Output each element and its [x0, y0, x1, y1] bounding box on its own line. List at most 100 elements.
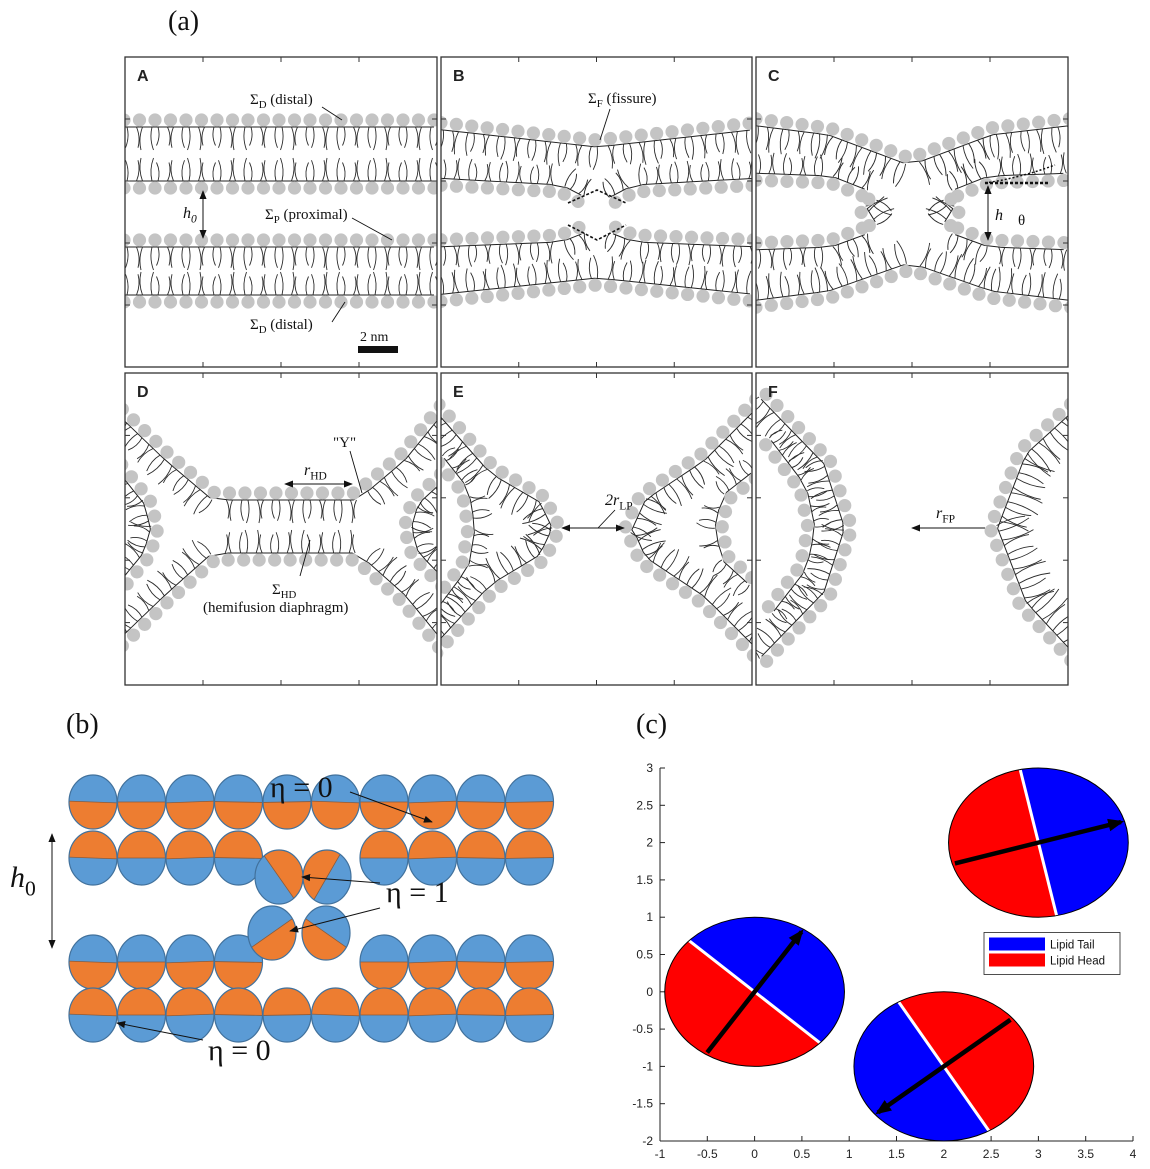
lipid-head: [393, 593, 406, 606]
lipid-head: [814, 599, 827, 612]
lipid-head: [450, 293, 463, 306]
lipid-head: [210, 113, 223, 126]
lipid-head: [411, 488, 424, 501]
lipid-head: [543, 544, 556, 557]
lipid-head: [241, 181, 254, 194]
lipid-head: [650, 127, 663, 140]
lipid-head: [412, 113, 425, 126]
label-part: (hemifusion diaphragm): [203, 600, 348, 616]
lipid-head: [795, 295, 808, 308]
lipid-head: [715, 181, 728, 194]
lipid-head: [914, 267, 927, 280]
lipid-head: [724, 491, 737, 504]
lipid-head: [330, 553, 343, 566]
label-part: Σ: [250, 92, 259, 108]
y-tick-label: 1: [646, 910, 653, 924]
lipid-head: [944, 219, 957, 232]
lipid-head: [365, 181, 378, 194]
lipid-head: [993, 495, 1006, 508]
lipid-head: [496, 288, 509, 301]
lipid-head: [543, 229, 556, 242]
lipid-head: [135, 482, 148, 495]
lipid-head: [604, 132, 617, 145]
x-tick-label: 3: [1035, 1147, 1042, 1161]
lipid-head: [414, 558, 427, 571]
lipid-head: [210, 295, 223, 308]
lipid-head: [796, 175, 809, 188]
lipid-head: [1003, 294, 1016, 307]
lipid-head: [208, 486, 221, 499]
lipid-head: [303, 295, 316, 308]
lipid-head: [712, 120, 725, 133]
label-part: η = 0: [208, 1034, 271, 1067]
lipid-head: [396, 295, 409, 308]
lipid-head: [1054, 643, 1067, 656]
lipid-head: [319, 181, 332, 194]
lipid-head: [736, 482, 749, 495]
lipid-head: [412, 295, 425, 308]
label-part: D: [259, 324, 267, 336]
lipid-head: [790, 563, 803, 576]
lipid-head: [771, 644, 784, 657]
lipid-head: [771, 588, 784, 601]
lipid-head: [650, 285, 663, 298]
subpanel-letter: E: [453, 384, 464, 401]
x-tick-label: -0.5: [697, 1147, 718, 1161]
x-tick-label: 1: [846, 1147, 853, 1161]
lipid-head: [1026, 175, 1039, 188]
panel-label: (a): [168, 6, 199, 37]
lipid-head: [381, 582, 394, 595]
lipid-head: [164, 295, 177, 308]
lipid-head: [985, 524, 998, 537]
lipid-head: [811, 176, 824, 189]
lipid-head: [643, 482, 656, 495]
label-part: (distal): [267, 92, 313, 108]
lipid-head: [226, 113, 239, 126]
lipid-head: [148, 113, 161, 126]
lipid-head: [138, 618, 151, 631]
lipid-head: [269, 486, 282, 499]
lipid-head: [550, 530, 563, 543]
lipid-head: [1007, 582, 1020, 595]
legend-label: Lipid Tail: [1050, 940, 1095, 952]
label-part: θ: [1018, 213, 1025, 229]
lipid-head: [696, 122, 709, 135]
lipid-head: [722, 550, 735, 563]
lipid-head: [760, 655, 773, 668]
lipid-head: [543, 185, 556, 198]
lipid-head: [447, 568, 460, 581]
lipid-head: [990, 539, 1003, 552]
lipid-head: [527, 285, 540, 298]
subpanel-background: [441, 373, 752, 685]
lipid-head: [855, 280, 868, 293]
lipid-head: [148, 510, 161, 523]
lipid-head: [1052, 408, 1065, 421]
lipid-head: [403, 501, 416, 514]
lipid-head: [669, 230, 682, 243]
lipid-head: [638, 229, 651, 242]
lipid-head: [863, 219, 876, 232]
lipid-head: [829, 469, 842, 482]
x-tick-label: 2.5: [983, 1147, 1000, 1161]
lipid-head: [765, 299, 778, 312]
lipid-head: [999, 481, 1012, 494]
lipid-head: [319, 233, 332, 246]
annotation: η = 1: [386, 876, 449, 909]
lipid-head: [833, 484, 846, 497]
lipid-head: [834, 558, 847, 571]
lipid-head: [803, 610, 816, 623]
lipid-head: [350, 113, 363, 126]
lipid-head: [238, 486, 251, 499]
x-tick-label: 1.5: [888, 1147, 905, 1161]
subpanel-letter: A: [137, 68, 149, 85]
lipid-head: [422, 478, 435, 491]
lipid-head: [814, 443, 827, 456]
lipid-head: [787, 475, 800, 488]
lipid-head: [635, 283, 648, 296]
label-part: h: [183, 205, 191, 222]
lipid-head: [148, 181, 161, 194]
lipid-head: [803, 432, 816, 445]
lipid-head: [811, 293, 824, 306]
lipid-head: [1041, 418, 1054, 431]
lipid-head: [148, 233, 161, 246]
